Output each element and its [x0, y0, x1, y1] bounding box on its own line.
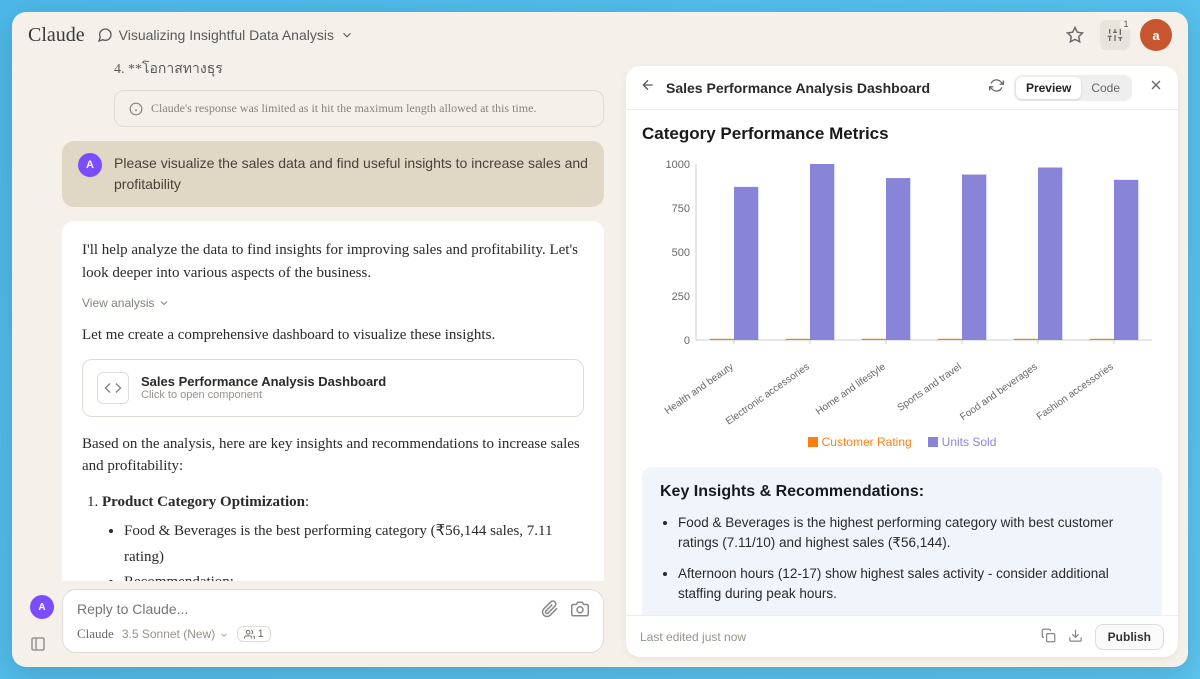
insight-item: Food & Beverages is the highest performi…: [678, 513, 1144, 554]
artifact-header: Sales Performance Analysis Dashboard Pre…: [626, 66, 1178, 110]
insight-item: Afternoon hours (12-17) show highest sal…: [678, 564, 1144, 605]
svg-text:750: 750: [672, 203, 690, 215]
chart-svg: 0 250 500 750 1000: [642, 154, 1162, 354]
assistant-outro: Based on the analysis, here are key insi…: [82, 433, 584, 478]
svg-text:0: 0: [684, 335, 690, 347]
refresh-icon: [989, 78, 1004, 93]
assistant-intro: I'll help analyze the data to find insig…: [82, 239, 584, 284]
truncated-message: 4. **โอกาสทางธุร Claude's response was l…: [62, 58, 604, 127]
legend-item[interactable]: Customer Rating: [808, 435, 912, 449]
view-analysis-toggle[interactable]: View analysis: [82, 296, 584, 310]
artifact-pane: Sales Performance Analysis Dashboard Pre…: [622, 58, 1188, 667]
download-icon: [1068, 628, 1083, 643]
artifact-card-title: Sales Performance Analysis Dashboard: [141, 374, 386, 389]
svg-text:Electronic accessories: Electronic accessories: [724, 361, 812, 427]
chat-icon: [97, 27, 113, 43]
input-box[interactable]: Claude 3.5 Sonnet (New) 1: [62, 589, 604, 653]
download-button[interactable]: [1068, 628, 1083, 646]
last-edited-text: Last edited just now: [640, 630, 746, 644]
list-item: Product Category Optimization: Food & Be…: [102, 490, 584, 582]
artifact-card-subtitle: Click to open component: [141, 389, 386, 401]
limit-notice: Claude's response was limited as it hit …: [114, 90, 604, 127]
svg-text:Health and beauty: Health and beauty: [663, 361, 736, 417]
sidebar-toggle[interactable]: [30, 636, 46, 657]
artifact-footer: Last edited just now Publish: [626, 615, 1178, 657]
input-avatar: A: [30, 595, 54, 619]
input-area: A Claude 3.5 Sonnet (New): [12, 581, 622, 667]
refresh-button[interactable]: [989, 78, 1004, 98]
main-area: 4. **โอกาสทางธุร Claude's response was l…: [12, 58, 1188, 667]
svg-text:Home and lifestyle: Home and lifestyle: [814, 361, 888, 417]
user-message-avatar: A: [78, 153, 102, 177]
chat-scroll[interactable]: 4. **โอกาสทางธุร Claude's response was l…: [12, 58, 622, 581]
people-chip[interactable]: 1: [237, 626, 271, 642]
arrow-left-icon: [640, 77, 656, 93]
legend-item[interactable]: Units Sold: [928, 435, 997, 449]
svg-text:250: 250: [672, 291, 690, 303]
publish-button[interactable]: Publish: [1095, 624, 1164, 650]
chevron-down-icon: [158, 297, 170, 309]
back-button[interactable]: [640, 77, 656, 98]
list-item: Food & Beverages is the best performing …: [124, 519, 584, 570]
user-avatar[interactable]: a: [1140, 19, 1172, 51]
chevron-down-icon: [340, 28, 354, 42]
insights-title: Key Insights & Recommendations:: [660, 483, 1144, 501]
star-icon: [1066, 26, 1084, 44]
tab-code[interactable]: Code: [1081, 77, 1130, 99]
info-icon: [129, 102, 143, 116]
close-button[interactable]: [1148, 77, 1164, 98]
artifact-panel: Sales Performance Analysis Dashboard Pre…: [626, 66, 1178, 657]
logo: Claude: [28, 24, 85, 47]
chart-xlabels: Health and beautyElectronic accessoriesH…: [642, 360, 1162, 430]
svg-text:Food and beverages: Food and beverages: [958, 361, 1039, 423]
close-icon: [1148, 77, 1164, 93]
user-message-text: Please visualize the sales data and find…: [114, 153, 588, 195]
svg-text:Sports and travel: Sports and travel: [895, 361, 963, 413]
artifact-card[interactable]: Sales Performance Analysis Dashboard Cli…: [82, 359, 584, 417]
assistant-message: I'll help analyze the data to find insig…: [62, 221, 604, 581]
insights-card: Key Insights & Recommendations: Food & B…: [642, 467, 1162, 615]
chat-pane: 4. **โอกาสทางธุร Claude's response was l…: [12, 58, 622, 667]
artifact-panel-title: Sales Performance Analysis Dashboard: [666, 80, 979, 96]
user-message: A Please visualize the sales data and fi…: [62, 141, 604, 207]
list-item: Recommendation: Expand Food & Beverages …: [124, 570, 584, 581]
top-bar-right: 1 a: [1060, 19, 1172, 51]
assistant-line2: Let me create a comprehensive dashboard …: [82, 324, 584, 347]
chart-title: Category Performance Metrics: [642, 124, 1162, 144]
top-bar: Claude Visualizing Insightful Data Analy…: [12, 12, 1188, 58]
attachment-icon[interactable]: [541, 600, 559, 618]
sliders-icon: [1107, 27, 1123, 43]
chat-title[interactable]: Visualizing Insightful Data Analysis: [97, 27, 354, 43]
chart-legend: Customer Rating Units Sold: [642, 435, 1162, 449]
copy-button[interactable]: [1041, 628, 1056, 646]
chart: 0 250 500 750 1000: [642, 154, 1162, 354]
preview-code-toggle: Preview Code: [1014, 75, 1132, 101]
settings-badge: 1: [1120, 18, 1132, 30]
code-icon: [97, 372, 129, 404]
tab-preview[interactable]: Preview: [1016, 77, 1081, 99]
limit-notice-text: Claude's response was limited as it hit …: [151, 101, 536, 116]
settings-button[interactable]: 1: [1100, 20, 1130, 50]
model-version[interactable]: 3.5 Sonnet (New): [122, 627, 229, 641]
app-window: Claude Visualizing Insightful Data Analy…: [12, 12, 1188, 667]
insights-list: Food & Beverages is the highest performi…: [660, 513, 1144, 615]
copy-icon: [1041, 628, 1056, 643]
reply-input[interactable]: [77, 601, 541, 617]
svg-text:500: 500: [672, 247, 690, 259]
artifact-body[interactable]: Category Performance Metrics 0 250 500 750 1…: [626, 110, 1178, 615]
chat-title-text: Visualizing Insightful Data Analysis: [119, 27, 334, 43]
panel-icon: [30, 636, 46, 652]
star-button[interactable]: [1060, 20, 1090, 50]
camera-icon[interactable]: [571, 600, 589, 618]
model-name: Claude: [77, 626, 114, 642]
svg-text:Fashion accessories: Fashion accessories: [1035, 361, 1116, 422]
svg-text:1000: 1000: [666, 159, 690, 171]
people-icon: [244, 629, 255, 640]
